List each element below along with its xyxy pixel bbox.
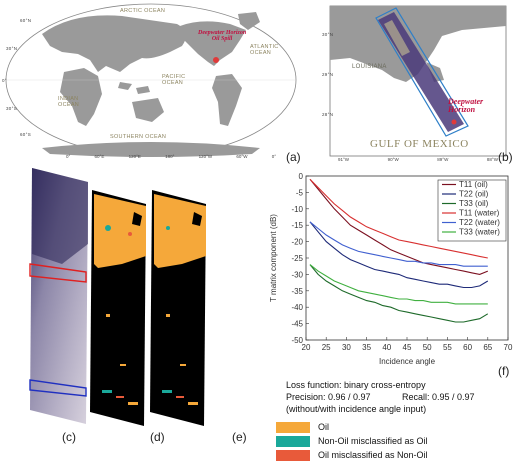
lon-labels: 0° 60°E 120°E 180° 120°W 60°W 0° xyxy=(66,154,276,159)
y-tick-label: -10 xyxy=(291,205,303,214)
series-line-t11-oil- xyxy=(309,178,489,275)
legend-label-oil: Oil xyxy=(318,422,329,432)
lat-label: 0° xyxy=(2,78,7,83)
incidence-note: (without/with incidence angle input) xyxy=(286,404,427,414)
legend-swatch-oil-misclassified xyxy=(276,450,310,461)
legend-swatch-oil xyxy=(276,422,310,433)
x-tick-label: 60 xyxy=(463,343,472,352)
x-tick-label: 25 xyxy=(322,343,331,352)
regional-map-panel: LOUISIANA Deepwater Horizon GULF OF MEXIC… xyxy=(322,2,510,162)
deepwater-horizon-marker xyxy=(451,119,457,125)
x-tick-label: 40 xyxy=(382,343,391,352)
lat-label: 60°N xyxy=(20,18,32,23)
deepwater-horizon-label: Deepwater Horizon xyxy=(448,97,484,115)
x-axis-label: Incidence angle xyxy=(379,357,436,366)
t-matrix-chart: 20 25 30 35 40 45 50 55 60 65 70 0 -5 -10 -15 -20 -25 -30… xyxy=(269,172,513,366)
y-tick-label: 0 xyxy=(299,172,304,181)
lat-label: 60°S xyxy=(20,132,32,137)
ocean-label-pacific: PACIFIC OCEAN xyxy=(162,74,186,86)
precision-text: Precision: 0.96 / 0.97 xyxy=(286,392,371,402)
x-tick-label: 30 xyxy=(342,343,351,352)
series-line-t33-water- xyxy=(309,264,488,305)
regional-map xyxy=(329,5,507,157)
lat-label: 30°S xyxy=(6,106,18,111)
legend-entry: T22 (water) xyxy=(459,218,500,227)
panel-label-e: (e) xyxy=(232,430,247,444)
lon-labels-b: 91°W 90°W 89°W 88°W xyxy=(338,157,498,162)
legend-box xyxy=(437,179,507,242)
legend-entry: T33 (water) xyxy=(459,228,500,237)
series-line-t11-water- xyxy=(309,178,488,259)
y-tick-label: -30 xyxy=(291,270,303,279)
x-tick-label: 20 xyxy=(302,343,311,352)
legend-entry: T22 (oil) xyxy=(459,190,489,199)
state-label: LOUISIANA xyxy=(352,64,387,70)
y-tick-label: -20 xyxy=(291,238,303,247)
sar-strips xyxy=(29,168,206,426)
x-tick-label: 50 xyxy=(423,343,432,352)
ocean-label-atlantic: ATLANTIC OCEAN xyxy=(250,44,279,56)
legend-label-nonoil-misclassified: Non-Oil misclassified as Oil xyxy=(318,436,428,446)
series-line-t22-water- xyxy=(309,221,488,267)
ocean-label-arctic: ARCTIC OCEAN xyxy=(120,8,166,14)
x-tick-label: 65 xyxy=(483,343,492,352)
legend-entry: T33 (oil) xyxy=(459,199,489,208)
x-tick-label: 70 xyxy=(504,343,513,352)
spill-marker xyxy=(213,57,219,63)
y-tick-label: -25 xyxy=(291,254,303,263)
series-line-t22-oil- xyxy=(309,221,489,289)
y-tick-label: -5 xyxy=(296,188,304,197)
y-tick-label: -40 xyxy=(291,303,303,312)
spill-annotation: Deepwater Horizon Oil Spill xyxy=(198,30,247,43)
y-axis-label: T matrix component (dB) xyxy=(269,214,278,302)
legend-entry: T11 (oil) xyxy=(459,180,488,189)
x-tick-label: 35 xyxy=(362,343,371,352)
panel-label-a: (a) xyxy=(286,150,301,164)
legend-entry: T11 (water) xyxy=(459,209,500,218)
x-tick-label: 55 xyxy=(443,343,452,352)
world-map xyxy=(5,3,297,157)
loss-function-text: Loss function: binary cross-entropy xyxy=(286,380,426,390)
panel-label-c: (c) xyxy=(62,430,76,444)
series-line-t33-oil- xyxy=(309,264,489,323)
y-tick-label: -15 xyxy=(291,221,303,230)
lat-label: 30°N xyxy=(6,46,18,51)
ocean-label-southern: SOUTHERN OCEAN xyxy=(110,134,167,140)
y-tick-label: -35 xyxy=(291,287,303,296)
x-tick-label: 45 xyxy=(403,343,412,352)
legend-label-oil-misclassified: Oil misclassified as Non-Oil xyxy=(318,450,428,460)
gulf-of-mexico-label: GULF OF MEXICO xyxy=(370,138,469,150)
panel-label-d: (d) xyxy=(150,430,165,444)
ocean-label-indian: INDIAN OCEAN xyxy=(58,96,80,108)
y-tick-label: -45 xyxy=(291,320,303,329)
world-map-panel: ARCTIC OCEAN ATLANTIC OCEAN PACIFIC OCEA… xyxy=(2,2,300,162)
panel-label-f: (f) xyxy=(498,364,510,378)
legend-swatch-nonoil-misclassified xyxy=(276,436,310,447)
panel-label-b: (b) xyxy=(498,150,513,164)
recall-text: Recall: 0.95 / 0.97 xyxy=(402,392,475,402)
y-tick-label: -50 xyxy=(291,336,303,345)
